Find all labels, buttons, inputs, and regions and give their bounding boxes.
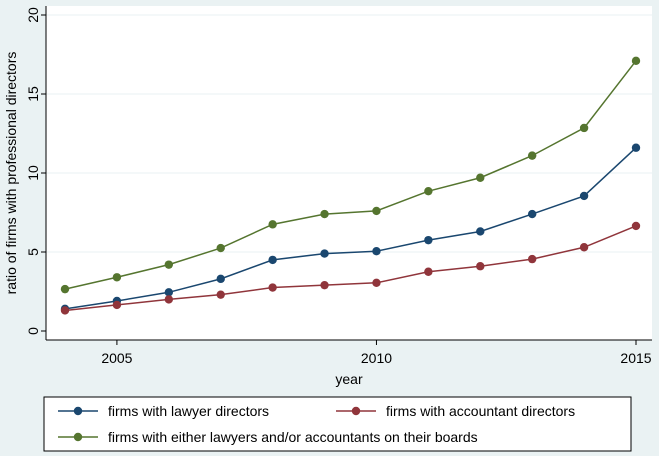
series-group bbox=[60, 56, 641, 315]
data-point bbox=[216, 243, 225, 253]
legend-label: firms with accountant directors bbox=[386, 403, 575, 419]
grid-lines bbox=[46, 14, 652, 253]
data-point bbox=[631, 143, 641, 152]
series-line bbox=[64, 225, 637, 312]
data-point bbox=[112, 273, 122, 282]
data-point bbox=[372, 278, 381, 288]
data-point bbox=[579, 123, 589, 133]
y-tick-label: 20 bbox=[25, 7, 41, 23]
y-tick-label: 5 bbox=[25, 248, 41, 256]
data-point bbox=[527, 209, 537, 219]
legend-item: firms with accountant directors bbox=[336, 403, 575, 419]
y-tick-label: 10 bbox=[25, 165, 41, 181]
legend: firms with lawyer directors firms with ac… bbox=[43, 396, 632, 452]
data-point bbox=[164, 260, 174, 269]
data-point bbox=[268, 255, 277, 265]
y-tick-label: 15 bbox=[25, 86, 41, 102]
series-line bbox=[64, 60, 637, 290]
data-point bbox=[579, 191, 589, 201]
data-point bbox=[631, 221, 641, 231]
series-3 bbox=[60, 56, 641, 294]
data-point bbox=[320, 280, 329, 290]
y-axis-title: ratio of firms with professional directo… bbox=[3, 52, 19, 295]
legend-box bbox=[43, 396, 632, 452]
data-point bbox=[60, 284, 70, 294]
data-point bbox=[579, 243, 589, 252]
data-point bbox=[164, 295, 174, 304]
data-point bbox=[60, 306, 70, 315]
data-point bbox=[424, 186, 433, 196]
legend-swatch-marker bbox=[73, 406, 83, 416]
data-point bbox=[268, 220, 277, 229]
data-point bbox=[372, 206, 381, 216]
data-point bbox=[268, 283, 277, 292]
legend-swatch-marker bbox=[73, 432, 83, 442]
series-2 bbox=[60, 221, 641, 315]
data-point bbox=[424, 235, 433, 245]
data-point bbox=[112, 300, 122, 310]
x-axis-title: year bbox=[335, 371, 363, 387]
data-point bbox=[216, 290, 225, 299]
data-point bbox=[424, 267, 433, 276]
data-point bbox=[527, 151, 537, 160]
data-point bbox=[631, 56, 641, 66]
legend-label: firms with either lawyers and/or account… bbox=[108, 429, 478, 445]
x-tick-label: 2010 bbox=[361, 350, 392, 366]
x-tick-label: 2005 bbox=[101, 350, 132, 366]
axis-ticks: 0 5 10 15 20 2005 2010 2015 bbox=[25, 7, 652, 366]
legend-swatch-marker bbox=[351, 406, 361, 416]
data-point bbox=[476, 262, 485, 271]
data-point bbox=[164, 288, 174, 297]
legend-item: firms with lawyer directors bbox=[58, 403, 269, 419]
data-point bbox=[476, 173, 485, 182]
data-point bbox=[372, 247, 381, 256]
data-point bbox=[527, 254, 537, 264]
series-line bbox=[64, 147, 637, 310]
data-point bbox=[320, 249, 329, 258]
x-tick-label: 2015 bbox=[620, 350, 651, 366]
data-point bbox=[476, 227, 485, 236]
legend-label: firms with lawyer directors bbox=[108, 403, 269, 419]
data-point bbox=[216, 274, 225, 284]
legend-item: firms with either lawyers and/or account… bbox=[58, 429, 478, 445]
y-tick-label: 0 bbox=[25, 327, 41, 335]
data-point bbox=[320, 209, 329, 219]
